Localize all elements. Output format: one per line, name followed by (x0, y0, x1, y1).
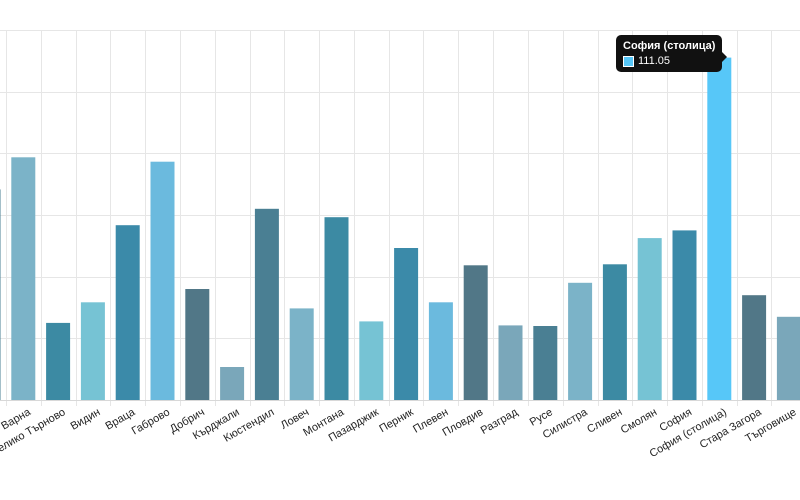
bars (0, 57, 800, 401)
bar[interactable] (46, 322, 71, 400)
tooltip-swatch (623, 55, 634, 67)
bar[interactable] (776, 316, 800, 401)
bar[interactable] (324, 217, 349, 400)
bar[interactable] (359, 321, 384, 400)
bar[interactable] (707, 57, 732, 400)
bar[interactable] (568, 282, 593, 400)
tooltip-title: София (столица) (623, 40, 716, 52)
bar[interactable] (150, 161, 175, 400)
x-tick-label: Велико Търново (0, 406, 68, 458)
x-tick-labels: БургасВарнаВелико ТърновоВидинВрацаГабро… (0, 406, 798, 460)
x-tick-label: Видин (69, 406, 103, 432)
bar[interactable] (742, 295, 767, 400)
bar[interactable] (254, 208, 279, 400)
bar[interactable] (498, 325, 523, 400)
bar[interactable] (80, 302, 105, 400)
x-tick-label: Смолян (619, 406, 660, 436)
bar[interactable] (428, 302, 453, 400)
tooltip: София (столица) 111.05 (616, 35, 728, 72)
bar[interactable] (672, 230, 697, 400)
bar[interactable] (602, 264, 627, 400)
tooltip-row: 111.05 (623, 55, 715, 67)
bar[interactable] (637, 238, 662, 400)
bar[interactable] (11, 157, 36, 400)
bar[interactable] (394, 248, 419, 400)
bar[interactable] (533, 326, 558, 400)
bar[interactable] (463, 265, 488, 400)
x-tick-label: Габрово (130, 406, 172, 437)
x-tick-label: Разград (479, 406, 521, 437)
x-tick-label: Перник (377, 406, 415, 435)
bar[interactable] (115, 225, 140, 400)
tooltip-value: 111.05 (638, 55, 671, 67)
x-tick-label: Сливен (585, 406, 624, 436)
bar[interactable] (185, 289, 210, 400)
bar[interactable] (0, 189, 1, 400)
grid (0, 30, 800, 406)
bar[interactable] (220, 367, 245, 400)
tooltip-arrow (722, 52, 728, 62)
x-tick-label: Пловдив (440, 406, 485, 439)
bar[interactable] (289, 308, 314, 400)
